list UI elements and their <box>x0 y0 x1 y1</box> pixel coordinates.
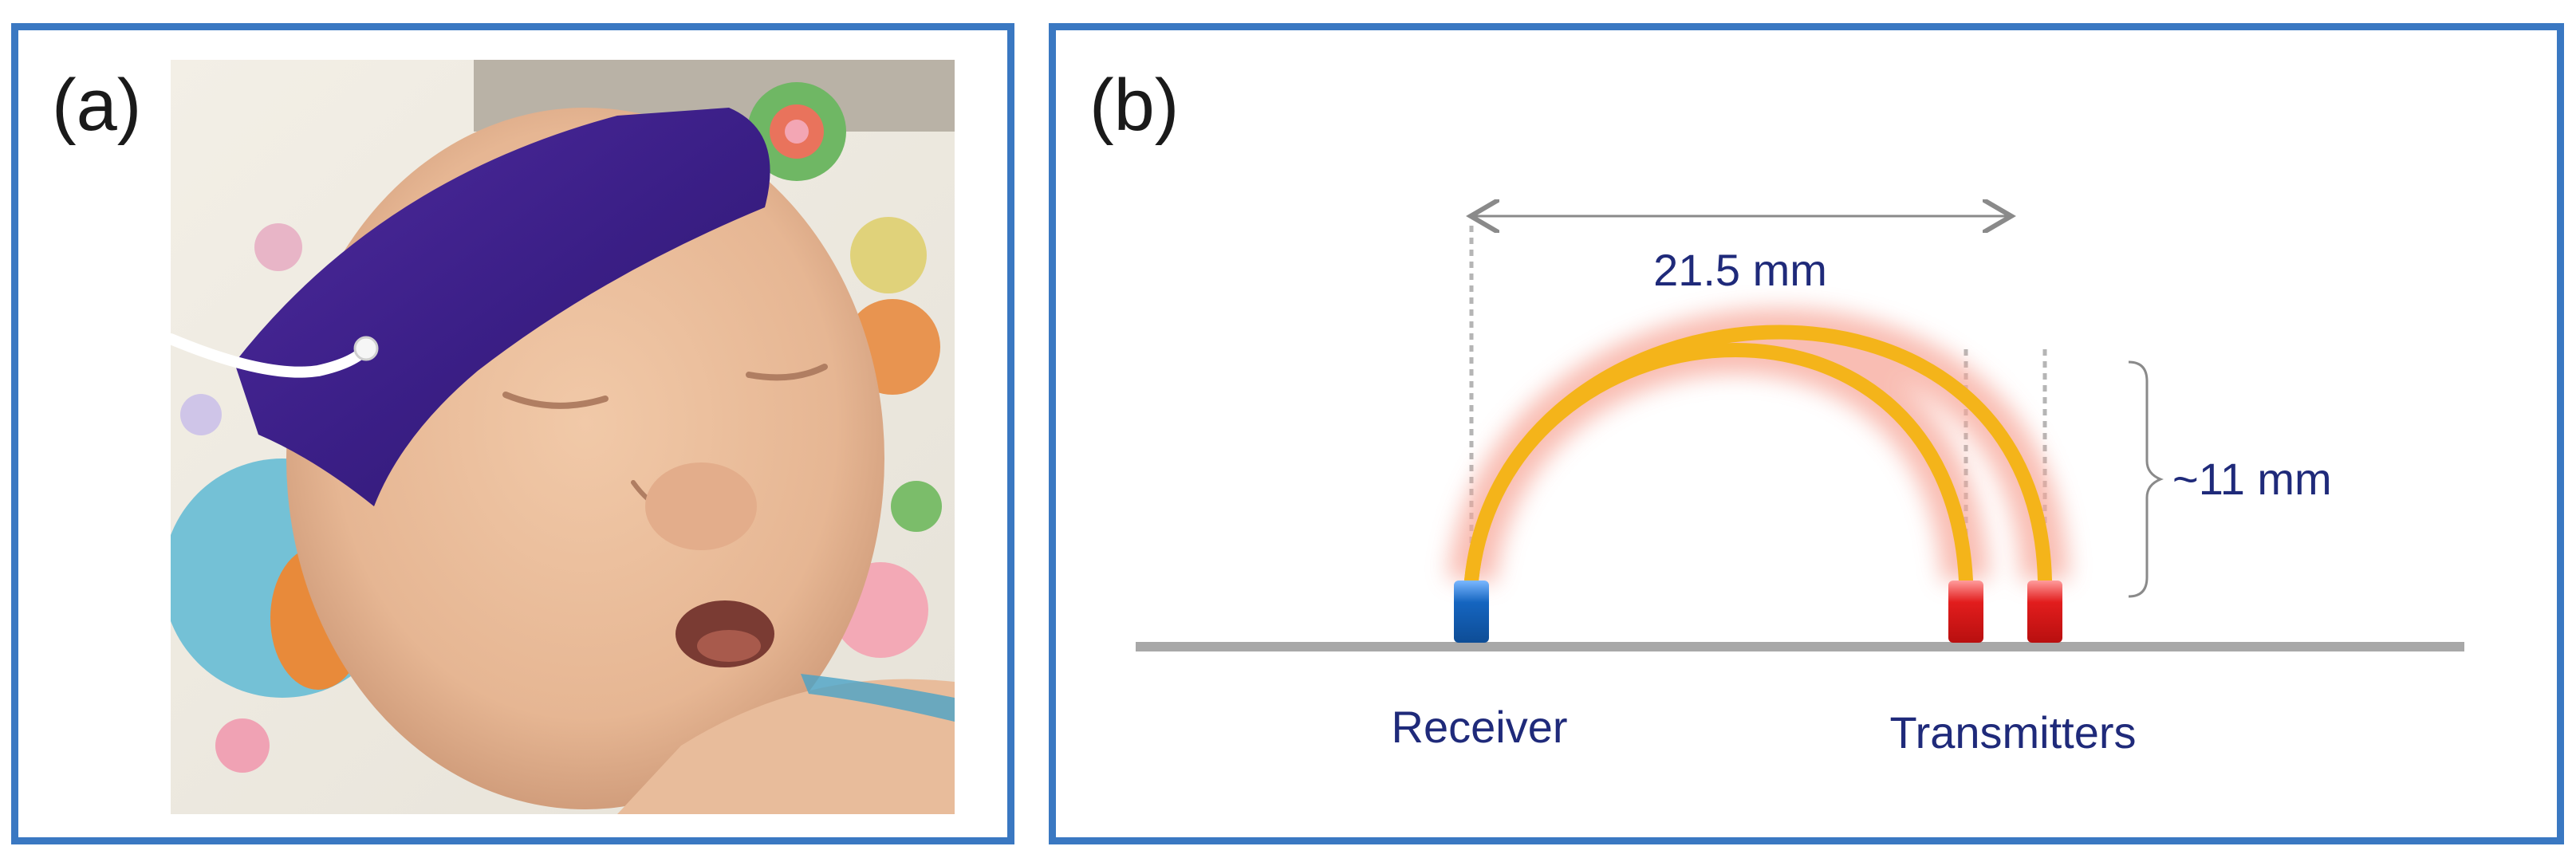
transmitter-sensor-1 <box>1948 581 1983 643</box>
transmitter-sensor-2 <box>2027 581 2062 643</box>
panel-b-label: (b) <box>1089 65 1180 146</box>
cable-icon <box>171 333 372 378</box>
height-bracket <box>2128 360 2164 598</box>
transmitters-label: Transmitters <box>1889 707 2136 758</box>
manikin-shoulder <box>617 679 955 814</box>
receiver-label: Receiver <box>1392 702 1568 752</box>
manikin-mouth-inner <box>697 630 761 662</box>
manikin-nose <box>645 462 757 550</box>
height-label: ~11 mm <box>2172 454 2332 504</box>
purple-headband-icon <box>234 108 770 506</box>
sensor-diagram: 21.5 mm ~11 mm Receiver Transmitters <box>1136 30 2464 758</box>
panel-a: (a) <box>11 23 1014 844</box>
light-path-arcs <box>1464 325 2052 588</box>
sensor-connector <box>353 336 379 361</box>
manikin-photo-svg <box>171 60 955 814</box>
manikin-photo <box>171 60 955 814</box>
receiver-sensor <box>1454 581 1489 643</box>
panel-a-label: (a) <box>52 65 142 146</box>
distance-label: 21.5 mm <box>1653 245 1827 295</box>
panel-b: (b) 21.5 mm <box>1049 23 2564 844</box>
clothing-trim <box>801 674 955 722</box>
